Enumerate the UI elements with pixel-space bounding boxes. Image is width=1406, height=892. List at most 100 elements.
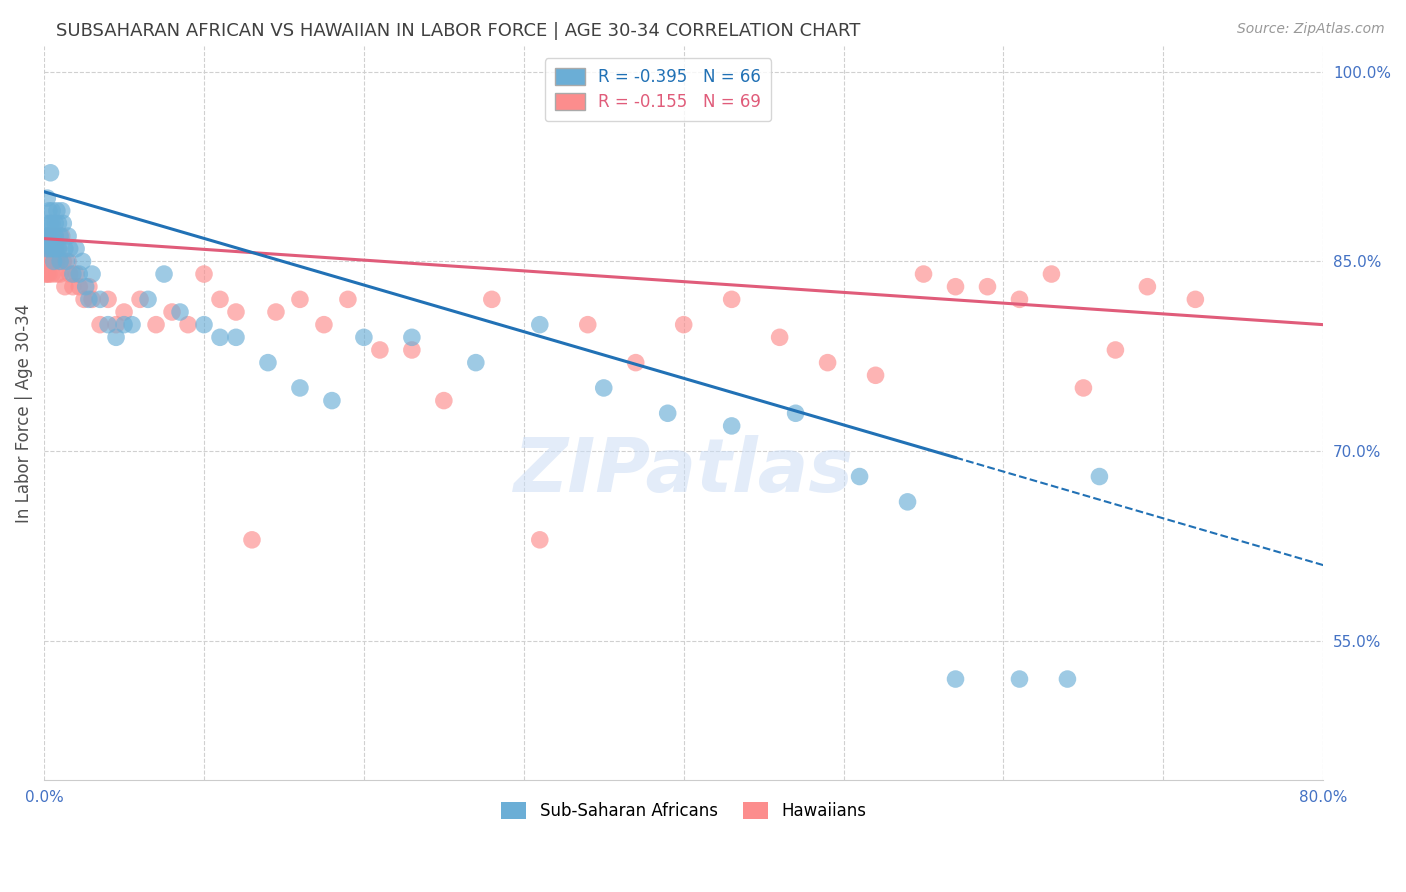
Point [56, 229, 79, 244]
Point [353, 330, 375, 344]
Point [720, 293, 742, 307]
Point [336, 293, 359, 307]
Point [67, 279, 90, 293]
Point [59, 267, 82, 281]
Point [112, 318, 135, 332]
Point [38, 267, 60, 281]
Point [1008, 293, 1031, 307]
Legend: Sub-Saharan Africans, Hawaiians: Sub-Saharan Africans, Hawaiians [495, 796, 873, 827]
Text: ZIPatlas: ZIPatlas [513, 435, 853, 508]
Point [208, 330, 231, 344]
Point [42, 254, 65, 268]
Point [53, 279, 76, 293]
Point [264, 305, 287, 319]
Point [481, 293, 503, 307]
Point [41, 242, 63, 256]
Point [1073, 381, 1095, 395]
Point [38, 254, 60, 268]
Point [896, 495, 918, 509]
Point [121, 318, 143, 332]
Point [35, 267, 58, 281]
Point [41, 203, 63, 218]
Point [225, 330, 247, 344]
Point [39, 242, 62, 256]
Point [529, 318, 551, 332]
Point [41, 242, 63, 256]
Point [41, 229, 63, 244]
Point [59, 242, 82, 256]
Point [38, 242, 60, 256]
Point [44, 229, 66, 244]
Point [49, 267, 72, 281]
Point [1008, 672, 1031, 686]
Point [67, 267, 90, 281]
Point [45, 267, 67, 281]
Point [105, 330, 128, 344]
Point [169, 305, 191, 319]
Point [77, 293, 100, 307]
Point [49, 254, 72, 268]
Point [177, 318, 200, 332]
Point [51, 229, 73, 244]
Point [44, 242, 66, 256]
Point [65, 267, 87, 281]
Point [136, 293, 159, 307]
Point [48, 242, 70, 256]
Y-axis label: In Labor Force | Age 30-34: In Labor Force | Age 30-34 [15, 303, 32, 523]
Point [240, 533, 263, 547]
Point [37, 191, 59, 205]
Point [89, 318, 111, 332]
Point [45, 254, 67, 268]
Point [97, 318, 120, 332]
Point [193, 267, 215, 281]
Point [45, 242, 67, 256]
Point [62, 279, 84, 293]
Point [945, 279, 967, 293]
Point [72, 254, 94, 268]
Point [48, 242, 70, 256]
Point [44, 216, 66, 230]
Point [312, 318, 335, 332]
Point [39, 216, 62, 230]
Point [44, 229, 66, 244]
Point [105, 318, 128, 332]
Point [39, 229, 62, 244]
Point [401, 343, 423, 357]
Point [37, 229, 59, 244]
Point [624, 356, 647, 370]
Point [75, 279, 97, 293]
Point [42, 242, 65, 256]
Point [225, 305, 247, 319]
Point [1040, 267, 1063, 281]
Point [848, 469, 870, 483]
Point [35, 229, 58, 244]
Point [288, 293, 311, 307]
Point [42, 254, 65, 268]
Point [257, 356, 280, 370]
Point [38, 229, 60, 244]
Point [42, 242, 65, 256]
Point [817, 356, 839, 370]
Point [1056, 672, 1078, 686]
Point [193, 318, 215, 332]
Point [1104, 343, 1126, 357]
Point [35, 242, 58, 256]
Point [720, 418, 742, 433]
Point [368, 343, 391, 357]
Point [89, 293, 111, 307]
Point [37, 254, 59, 268]
Point [153, 267, 176, 281]
Point [52, 254, 75, 268]
Point [1136, 279, 1159, 293]
Point [401, 330, 423, 344]
Point [865, 368, 887, 383]
Text: SUBSAHARAN AFRICAN VS HAWAIIAN IN LABOR FORCE | AGE 30-34 CORRELATION CHART: SUBSAHARAN AFRICAN VS HAWAIIAN IN LABOR … [56, 22, 860, 40]
Point [208, 293, 231, 307]
Point [1088, 469, 1111, 483]
Point [35, 242, 58, 256]
Point [41, 216, 63, 230]
Point [45, 203, 67, 218]
Point [657, 406, 679, 420]
Point [321, 393, 343, 408]
Point [38, 229, 60, 244]
